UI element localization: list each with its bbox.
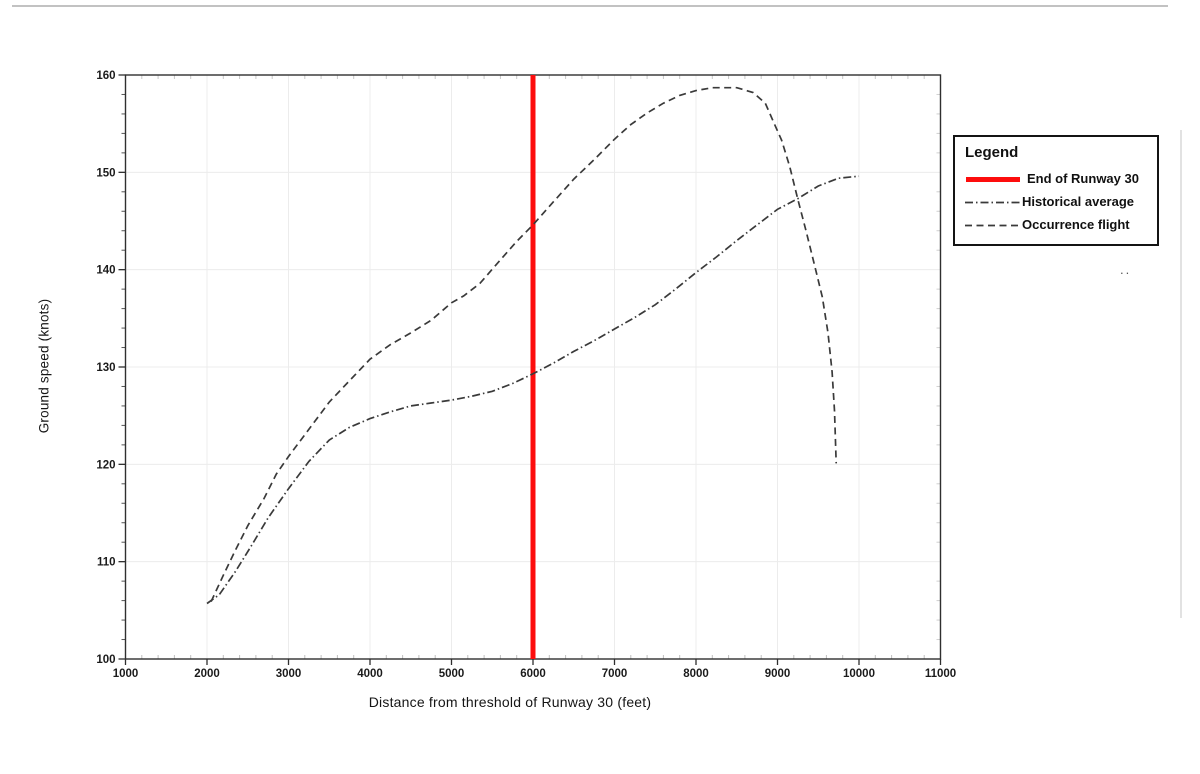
svg-text:7000: 7000 [602,668,628,680]
historical-average-line [206,175,860,605]
svg-text:1000: 1000 [113,668,139,680]
svg-text:11000: 11000 [925,668,956,680]
legend-title: Legend [965,144,1019,161]
svg-text:130: 130 [96,362,115,374]
svg-text:6000: 6000 [520,668,546,680]
page-edge-rule [1180,130,1182,618]
legend-item-occurrence-flight: Occurrence flight [965,217,1148,232]
svg-text:110: 110 [97,557,116,569]
svg-text:3000: 3000 [276,668,302,680]
legend-label: Historical average [1022,194,1135,209]
legend-label: Occurrence flight [1022,217,1130,232]
red-line-swatch [966,176,1020,182]
occurrence-flight-line [210,86,838,602]
svg-text:10000: 10000 [843,668,875,680]
svg-text:9000: 9000 [765,668,791,680]
page-top-rule [12,5,1168,7]
legend-label: End of Runway 30 [1027,171,1139,186]
legend-box: Legend End of Runway 30 Historical avera… [953,135,1159,246]
major-ticks [118,74,942,665]
x-axis-label: Distance from threshold of Runway 30 (fe… [368,694,652,710]
stray-dots-artifact: .. [1120,262,1132,277]
svg-text:2000: 2000 [194,668,220,680]
y-axis-label: Ground speed (knots) [36,298,52,434]
svg-text:140: 140 [96,265,115,277]
svg-text:120: 120 [96,459,115,471]
legend-item-historical-average: Historical average [965,194,1148,209]
y-tick-labels: 100 110 120 130 140 150 160 [96,70,115,666]
x-tick-labels: 1000 2000 3000 4000 5000 6000 7000 8000 9000 1000… [113,668,956,680]
dashed-line-swatch [965,224,1020,226]
svg-text:4000: 4000 [357,668,383,680]
svg-text:5000: 5000 [439,668,465,680]
dash-dot-line-swatch [965,201,1020,203]
svg-text:150: 150 [96,167,115,179]
svg-text:100: 100 [96,654,115,666]
legend-item-end-of-runway: End of Runway 30 [965,171,1148,186]
svg-text:8000: 8000 [683,668,709,680]
svg-text:160: 160 [96,70,115,82]
